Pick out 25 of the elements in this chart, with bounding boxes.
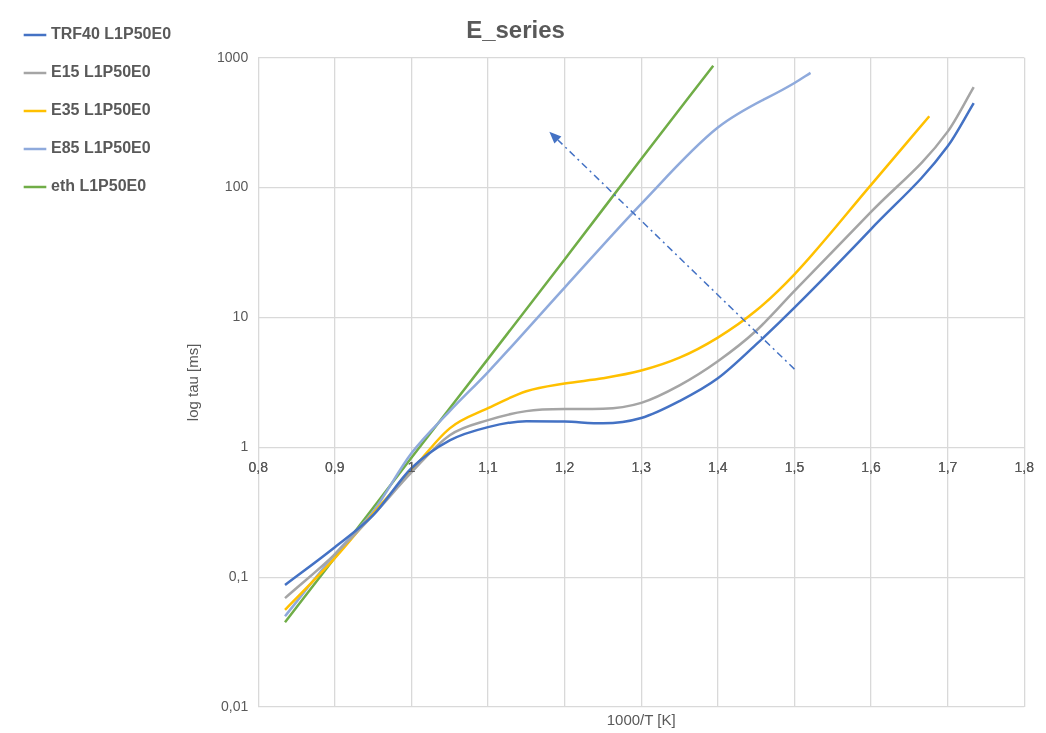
y-tick-label: 0,01 — [220, 697, 249, 714]
y-tick-label: 1 — [240, 438, 249, 455]
x-tick-label: 1,4 — [708, 458, 728, 475]
x-tick-label: 0,8 — [248, 458, 269, 475]
x-tick-label: 1,2 — [554, 458, 575, 475]
x-axis-title: 1000/T [K] — [605, 711, 677, 728]
x-tick-label: 1,1 — [478, 458, 498, 475]
y-tick-label: 10 — [232, 308, 249, 325]
x-tick-label: 1,3 — [631, 458, 652, 475]
y-axis-title: log tau [ms] — [184, 343, 202, 422]
x-tick-label: 1,8 — [1014, 458, 1035, 475]
legend-label: E85 L1P50E0 — [51, 139, 151, 157]
y-tick-label: 1000 — [217, 48, 249, 65]
x-tick-label: 1,5 — [784, 458, 805, 475]
legend-label: eth L1P50E0 — [51, 177, 147, 195]
y-tick-label: 0,1 — [228, 568, 249, 585]
x-tick-label: 1,6 — [861, 458, 881, 475]
legend-label: E15 L1P50E0 — [51, 63, 151, 81]
chart-title: E_series — [466, 16, 565, 44]
x-tick-label: 1,7 — [937, 458, 958, 475]
x-tick-label: 0,9 — [325, 458, 345, 475]
legend-label: TRF40 L1P50E0 — [51, 25, 172, 43]
x-tick-label: 1 — [407, 458, 416, 475]
legend-label: E35 L1P50E0 — [51, 101, 151, 119]
y-tick-label: 100 — [224, 178, 249, 195]
